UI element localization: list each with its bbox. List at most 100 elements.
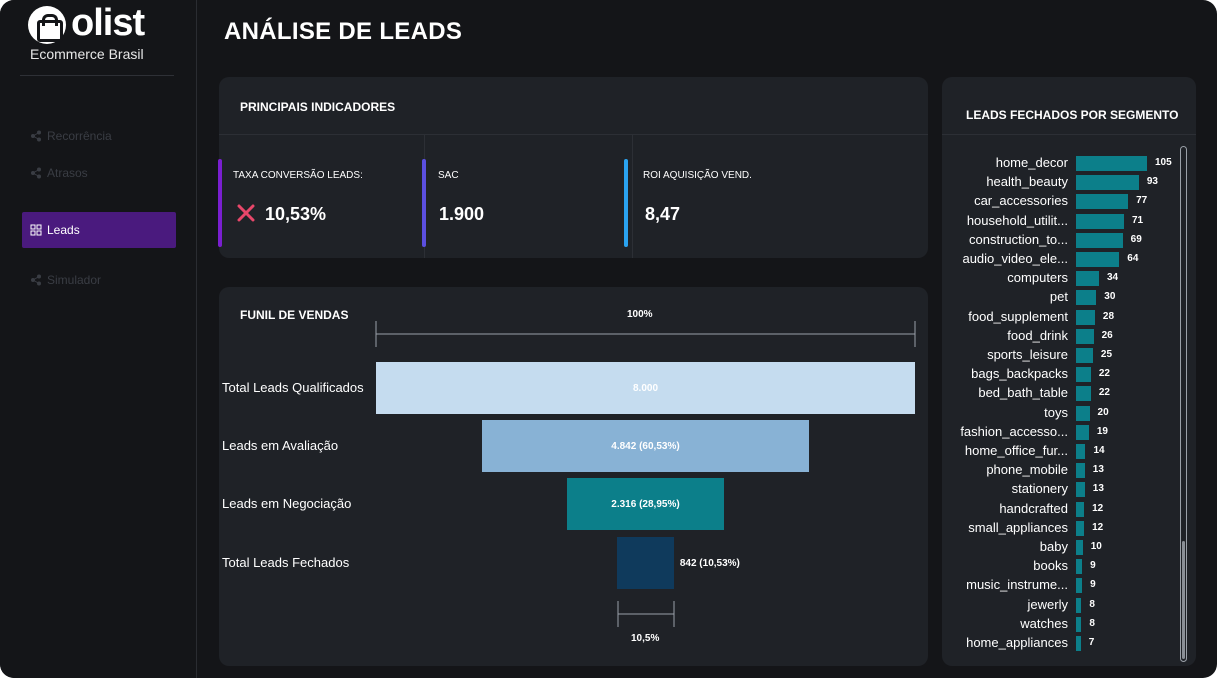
brand-name: olist [71,2,145,44]
segment-row[interactable]: home_appliances 7 [942,634,1162,653]
segment-bar [1076,597,1082,613]
kpi-label-roi: ROI AQUISIÇÃO VEND. [643,170,752,181]
segment-name: bags_backpacks [971,366,1068,382]
segment-bar [1076,213,1124,229]
segment-value: 93 [1146,176,1158,188]
segment-row[interactable]: baby 10 [942,538,1162,557]
segment-row[interactable]: home_office_fur... 14 [942,442,1162,461]
segment-row[interactable]: food_drink 26 [942,327,1162,346]
segment-name: household_utilit... [966,212,1068,228]
segment-value: 19 [1096,425,1108,437]
segment-row[interactable]: construction_to... 69 [942,231,1162,250]
segment-value: 105 [1155,157,1172,168]
segment-bar [1076,405,1090,421]
scrollbar-thumb[interactable] [1182,541,1185,659]
funnel-value-label: 2.316 (28,95%) [611,498,680,510]
kpi-accent-bar [624,159,628,247]
brand-subtitle: Ecommerce Brasil [30,46,144,62]
segment-row[interactable]: phone_mobile 13 [942,461,1162,480]
segment-name: phone_mobile [986,462,1068,478]
funnel-value-label: 4.842 (60,53%) [611,440,680,452]
segment-value: 22 [1098,368,1110,380]
segment-bar [1076,386,1091,402]
segment-name: home_office_fur... [964,443,1068,458]
page-title: ANÁLISE DE LEADS [224,18,463,45]
funnel-stage-label: Total Leads Qualificados [222,380,364,395]
segment-name: construction_to... [969,231,1068,247]
funnel-bar[interactable]: 4.842 (60,53%) [482,420,809,472]
segment-name: pet [1049,289,1068,305]
funnel-card: FUNIL DE VENDAS 100% Total Leads Qualifi… [219,287,928,666]
segment-value: 22 [1098,387,1110,399]
segment-row[interactable]: bags_backpacks 22 [942,365,1162,384]
segment-name: toys [1044,404,1068,420]
segment-row[interactable]: stationery 13 [942,480,1162,499]
funnel-bar[interactable]: 8.000 [376,362,915,414]
segment-bar [1076,424,1089,440]
kpi-card-title: PRINCIPAIS INDICADORES [240,100,396,114]
segment-name: music_instrume... [966,577,1068,593]
nav-item-recorrencia[interactable]: Recorrência [22,118,176,154]
segment-name: baby [1039,539,1068,554]
segment-row[interactable]: sports_leisure 25 [942,346,1162,365]
kpi-separator [632,134,633,258]
segment-value: 71 [1132,214,1144,226]
segment-bar [1076,616,1082,632]
kpi-card: PRINCIPAIS INDICADORES TAXA CONVERSÃO LE… [218,77,928,258]
segment-row[interactable]: music_instrume... 9 [942,576,1162,595]
funnel-top-percent: 100% [627,309,653,320]
segment-row[interactable]: health_beauty 93 [942,173,1162,192]
segment-value: 14 [1093,445,1105,456]
segment-row[interactable]: small_appliances 12 [942,519,1162,538]
segment-value: 13 [1092,483,1104,495]
segment-row[interactable]: home_decor 105 [942,154,1172,173]
segment-row[interactable]: audio_video_ele... 64 [942,250,1162,269]
funnel-card-title: FUNIL DE VENDAS [240,308,349,322]
segment-value: 69 [1130,233,1142,245]
segment-bar [1076,348,1093,363]
x-icon [237,204,255,222]
segment-row[interactable]: fashion_accesso... 19 [942,423,1162,442]
segment-row[interactable]: food_supplement 28 [942,308,1162,327]
segment-value: 34 [1106,272,1119,284]
segment-row[interactable]: bed_bath_table 22 [942,384,1162,403]
segment-bar [1076,520,1085,536]
funnel-value-label: 8.000 [632,382,659,394]
funnel-bar[interactable]: 842 (10,53%) [617,537,740,589]
nav-item-label: Atrasos [47,166,88,180]
segment-name: computers [1007,270,1068,286]
funnel-value-label: 842 (10,53%) [679,557,740,569]
segment-row[interactable]: jewerly 8 [942,596,1162,615]
funnel-bar[interactable]: 2.316 (28,95%) [567,478,724,530]
nav-item-atrasos[interactable]: Atrasos [22,155,176,191]
segment-row[interactable]: toys 20 [942,404,1162,423]
segment-bar [1076,559,1083,575]
segment-card-title: LEADS FECHADOS POR SEGMENTO [966,108,1179,122]
segment-bar [1076,156,1147,171]
segment-name: handcrafted [999,500,1068,516]
kpi-value-roi: 8,47 [645,204,681,224]
segment-name: home_appliances [966,635,1068,650]
scrollbar-track[interactable] [1180,146,1187,662]
nav-item-leads[interactable]: Leads [22,212,176,248]
nav-item-simulador[interactable]: Simulador [22,262,176,298]
share-icon [31,167,41,179]
segment-name: audio_video_ele... [962,251,1068,266]
segment-name: food_supplement [968,308,1068,324]
segment-bar [1076,578,1083,594]
segment-bar [1076,252,1120,267]
segment-bar [1076,501,1085,517]
funnel-top-bracket [375,321,916,347]
segment-value: 28 [1102,310,1115,322]
segment-row[interactable]: watches 8 [942,615,1162,634]
segment-value: 26 [1101,329,1113,341]
segment-value: 8 [1089,617,1095,629]
segment-row[interactable]: handcrafted 12 [942,500,1162,519]
funnel-bottom-bracket [617,601,675,627]
segment-row[interactable]: car_accessories 77 [942,192,1162,211]
segment-row[interactable]: computers 34 [942,269,1162,288]
segment-row[interactable]: household_utilit... 71 [942,212,1162,231]
segment-row[interactable]: books 9 [942,557,1162,576]
segment-bar [1076,540,1083,555]
segment-row[interactable]: pet 30 [942,288,1162,307]
